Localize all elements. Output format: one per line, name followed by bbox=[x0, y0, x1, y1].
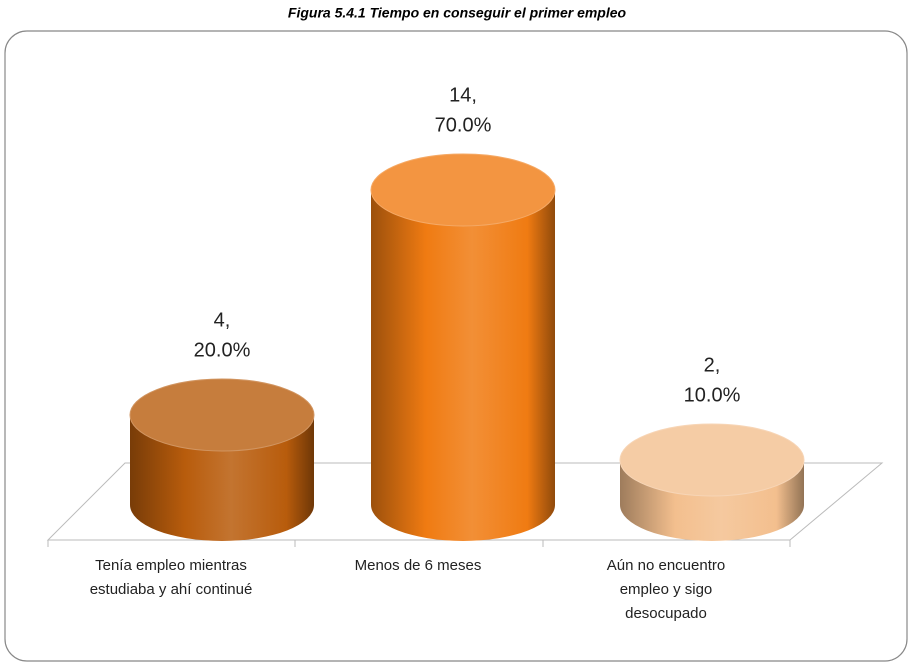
percent-label: 10.0% bbox=[684, 384, 741, 406]
value-label: 14, bbox=[449, 84, 477, 106]
value-label: 4, bbox=[214, 309, 231, 331]
chart-border bbox=[4, 30, 908, 662]
value-label: 2, bbox=[704, 354, 721, 376]
cylinder bbox=[370, 153, 556, 541]
cylinder-top bbox=[370, 153, 556, 227]
x-tick-label: Tenía empleo mientras estudiaba y ahí con… bbox=[90, 557, 253, 598]
percent-label: 70.0% bbox=[435, 114, 492, 136]
percent-label: 20.0% bbox=[194, 339, 251, 361]
cylinder-top bbox=[129, 378, 315, 452]
x-tick-label: Aún no encuentro empleo y sigo desocupado bbox=[607, 557, 725, 622]
x-tick-label: Menos de 6 meses bbox=[355, 557, 482, 574]
cylinder-top bbox=[619, 423, 805, 497]
cylinder-body bbox=[371, 190, 555, 541]
cylinder bbox=[619, 423, 805, 541]
cylinder bbox=[129, 378, 315, 541]
chart-title: Figura 5.4.1 Tiempo en conseguir el prim… bbox=[288, 5, 627, 21]
